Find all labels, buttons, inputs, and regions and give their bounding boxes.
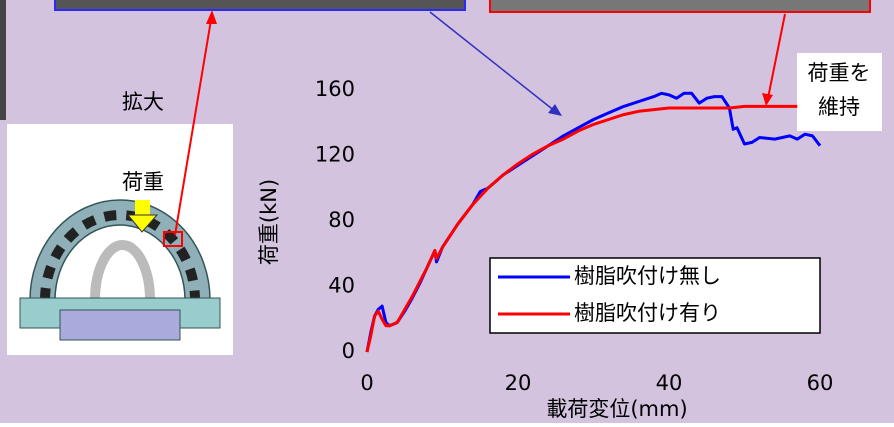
x-axis-label: 載荷変位(mm) [546,397,687,421]
y-tick-label: 40 [328,274,355,298]
y-axis-label: 荷重(kN) [257,179,281,265]
annotation: 維持 [818,95,860,119]
photo-top-left [54,0,466,11]
legend-box [489,257,821,334]
annotation: 拡大 [122,90,164,114]
machine-drawing [19,199,221,341]
arrowhead [762,93,773,106]
y-tick-label: 120 [315,143,355,167]
arrow [767,13,786,99]
x-tick-label: 60 [807,371,834,395]
legend-label: 樹脂吹付け無し [574,264,721,288]
line-series [365,104,798,353]
y-tick-label: 160 [315,77,355,101]
arrowhead [206,10,217,24]
arrowhead [548,104,562,116]
arrow [174,13,213,236]
y-tick-label: 80 [328,208,355,232]
arrow [429,11,557,113]
x-tick-label: 0 [360,371,373,395]
y-tick-label: 0 [342,339,355,363]
x-tick-label: 20 [505,371,532,395]
x-tick-label: 40 [656,371,683,395]
legend-label: 樹脂吹付け有り [574,301,721,325]
annotation: 荷重を [808,61,871,85]
annotation: 荷重 [122,170,164,194]
photo-top-right [489,0,871,13]
photo-edge [0,0,6,120]
annotation-box [797,53,882,131]
